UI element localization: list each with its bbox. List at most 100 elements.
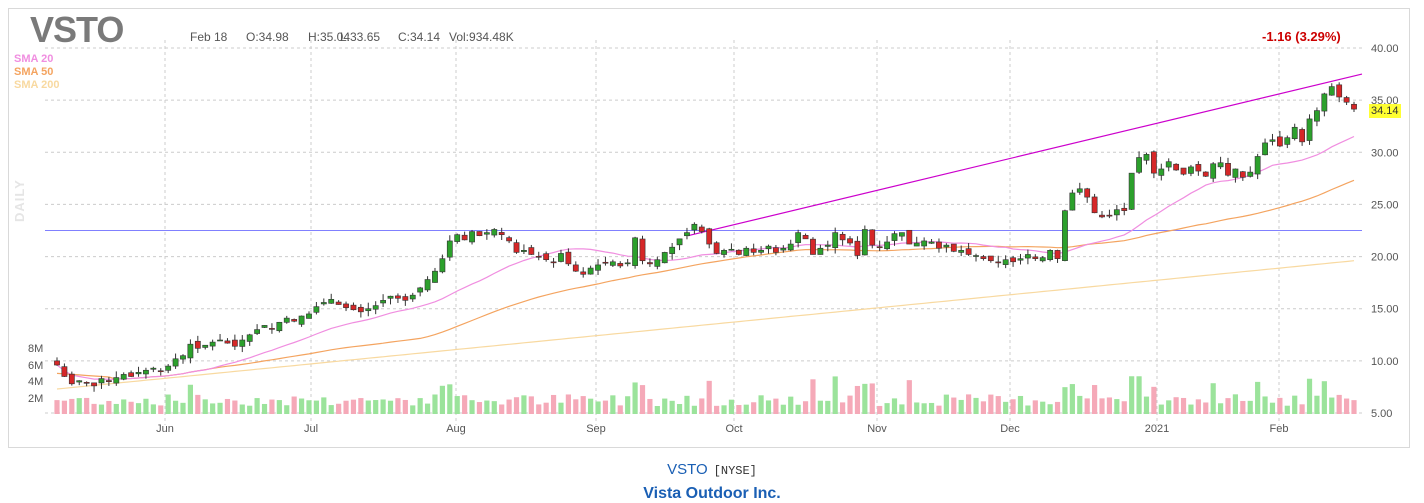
volume-bar — [1047, 404, 1053, 414]
candle-body — [973, 255, 979, 257]
candle-body — [906, 229, 913, 245]
volume-bar — [840, 402, 846, 414]
candle-body — [1343, 97, 1350, 103]
candle-body — [202, 344, 209, 348]
candle-body — [1239, 171, 1246, 178]
volume-bar — [1336, 394, 1342, 414]
candle-body — [1173, 163, 1180, 171]
candle-body — [861, 229, 868, 256]
volume-bar — [521, 395, 527, 414]
candle-body — [936, 241, 942, 249]
volume-bar — [758, 395, 764, 414]
volume-tick-label: 6M — [28, 360, 43, 372]
candle-body — [380, 300, 386, 304]
candle-body — [669, 246, 676, 254]
volume-bar — [321, 397, 327, 414]
volume-bar — [1306, 378, 1313, 414]
price-tick-label: 10.00 — [1371, 356, 1399, 368]
candle-body — [1002, 259, 1009, 265]
volume-bar — [439, 385, 445, 414]
candle-body — [513, 242, 520, 253]
volume-bar — [1003, 401, 1009, 414]
volume-bar — [1210, 383, 1216, 414]
volume-bar — [158, 405, 164, 414]
candle-body — [899, 232, 905, 237]
candle-body — [958, 250, 965, 253]
footer-symbol[interactable]: VSTO — [667, 461, 708, 478]
volume-bar — [565, 394, 571, 414]
volume-bar — [706, 380, 712, 414]
candle-body — [469, 231, 475, 243]
candle-body — [721, 250, 727, 255]
candle-body — [965, 248, 972, 255]
candle-body — [1017, 258, 1024, 261]
volume-bar — [1292, 395, 1298, 414]
candle-body — [1165, 161, 1172, 168]
candle-body — [706, 228, 713, 245]
volume-bar — [239, 404, 245, 414]
volume-bar — [810, 379, 816, 414]
x-tick-label: Nov — [867, 423, 887, 435]
volume-bar — [69, 398, 75, 414]
legend-sma200: SMA 200 — [14, 79, 60, 91]
candle-body — [91, 382, 97, 387]
last-price-tag: 34.14 — [1369, 104, 1401, 118]
candle-body — [113, 377, 120, 384]
candle-body — [550, 261, 557, 264]
candle-body — [743, 247, 750, 256]
volume-bar — [484, 400, 490, 414]
volume-bar — [172, 400, 179, 414]
volume-bar — [921, 403, 927, 414]
candle-body — [1180, 167, 1187, 175]
candle-body — [194, 340, 201, 349]
timeframe-label: DAILY — [12, 179, 27, 222]
candle-body — [335, 301, 342, 305]
volume-bar — [1277, 397, 1283, 414]
volume-bar — [936, 405, 942, 414]
candle-body — [839, 233, 846, 241]
x-tick-label: Dec — [1000, 423, 1020, 435]
candle-body — [439, 258, 446, 273]
candle-body — [1032, 256, 1039, 259]
volume-bar — [402, 399, 408, 414]
volume-bar — [580, 396, 586, 414]
volume-bar — [602, 400, 609, 414]
volume-bar — [358, 398, 364, 414]
volume-bar — [276, 400, 282, 414]
volume-bar — [795, 404, 801, 414]
volume-bar — [676, 403, 683, 414]
candle-body — [847, 238, 853, 244]
volume-bar — [462, 395, 468, 414]
company-name[interactable]: Vista Outdoor Inc. — [643, 485, 781, 502]
candle-body — [1321, 93, 1328, 112]
volume-bar — [528, 396, 534, 414]
candle-body — [884, 241, 890, 250]
candle-body — [128, 372, 135, 377]
volume-bar — [1188, 404, 1194, 414]
candle-body — [291, 319, 298, 322]
candle-body — [795, 232, 802, 243]
candle-body — [424, 279, 431, 291]
candle-body — [365, 308, 372, 312]
volume-bar — [395, 398, 401, 414]
candle-body — [209, 341, 216, 347]
candle-body — [602, 261, 609, 264]
volume-bar — [765, 400, 772, 414]
candle-body — [446, 240, 453, 258]
candle-body — [758, 250, 764, 253]
candle-body — [1062, 210, 1068, 261]
volume-bar — [343, 400, 349, 414]
candle-body — [98, 378, 105, 384]
volume-bar — [684, 395, 690, 414]
x-tick-label: Feb — [1270, 423, 1289, 435]
volume-bar — [113, 403, 119, 414]
legend-sma20: SMA 20 — [14, 53, 54, 65]
volume-bar — [980, 401, 987, 414]
candle-body — [995, 261, 1002, 264]
candle-body — [343, 303, 349, 308]
ticker-symbol: VSTO — [30, 9, 124, 50]
volume-bar — [736, 405, 742, 414]
sma200-line — [56, 260, 1355, 390]
volume-bar — [958, 399, 964, 414]
volume-bar — [1040, 401, 1046, 414]
